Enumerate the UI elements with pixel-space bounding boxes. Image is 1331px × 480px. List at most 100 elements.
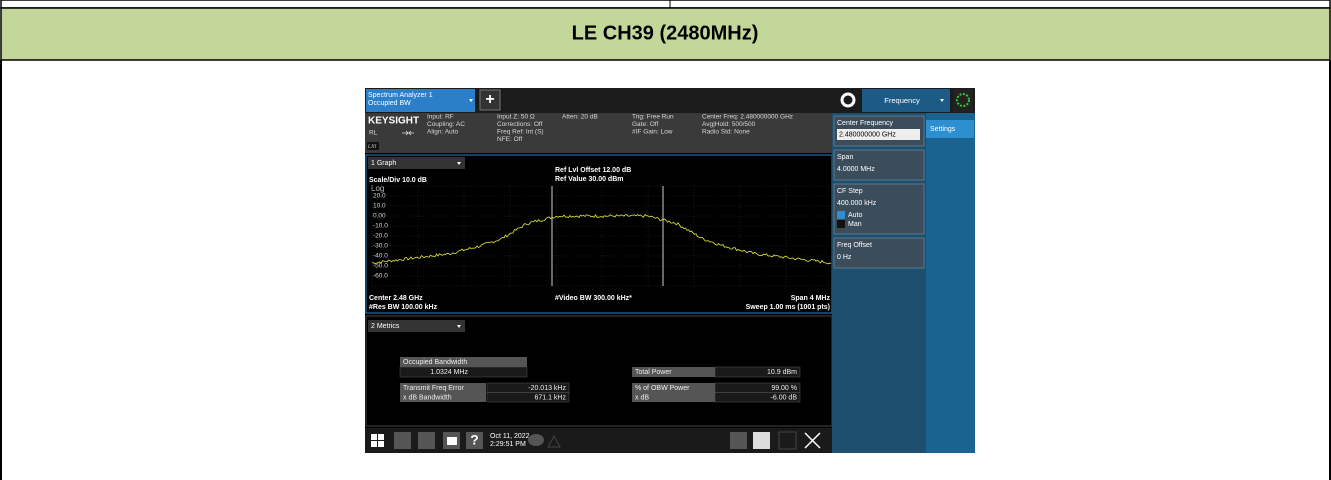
- log-label: Log: [371, 184, 384, 193]
- vbw-label: #Video BW 300.00 kHz*: [555, 295, 632, 302]
- status-text: Avg|Hold: 500/500: [702, 121, 756, 128]
- metrics-selector[interactable]: [368, 320, 465, 332]
- status-icon: [956, 93, 970, 107]
- status-icon-box: [953, 89, 973, 112]
- keypad-button[interactable]: [730, 432, 747, 449]
- side-buttons: Center Frequency 2.480000000 GHz Span 4.000…: [833, 115, 925, 269]
- graph-selector[interactable]: [368, 157, 465, 169]
- win-icon: [378, 434, 384, 440]
- menu-dropdown: [940, 99, 944, 102]
- graph-window: [365, 154, 833, 314]
- y-label: 0.00: [373, 213, 386, 220]
- metrics-rows: Transmit Freq Error -20.013 kHz x dB Bandw…: [400, 382, 801, 403]
- add-button-label: +: [485, 91, 494, 108]
- metric-label-box: [400, 383, 486, 393]
- warning-icon: [547, 434, 561, 448]
- metric-label: % of OBW Power: [635, 385, 690, 392]
- y-label: -20.0: [373, 233, 388, 240]
- tab-dropdown: [469, 99, 473, 102]
- option-indicator: [837, 211, 845, 219]
- status-text: Input: RF: [427, 114, 454, 121]
- status-text: Align: Auto: [427, 129, 458, 136]
- help-button[interactable]: [466, 432, 483, 449]
- softkey[interactable]: [833, 183, 925, 235]
- coupling-icon: [402, 130, 414, 136]
- status-text: Atten: 20 dB: [562, 114, 598, 121]
- header-title: LE CH39 (2480MHz): [572, 22, 759, 44]
- win-icon: [371, 441, 377, 447]
- status-text: Center Freq: 2.480000000 GHz: [702, 114, 793, 121]
- menu-button[interactable]: [862, 89, 950, 112]
- layout-button[interactable]: [778, 431, 797, 450]
- option-label: Man: [848, 221, 862, 228]
- lxi-box: [367, 142, 379, 150]
- logo: KEYSIGHT: [368, 116, 419, 127]
- status-text: Trig: Free Run: [632, 114, 674, 121]
- lxi-label: LXI: [368, 144, 377, 150]
- softkey-value: 4.0000 MHz: [837, 166, 875, 173]
- softkey-value: 2.480000000 GHz: [839, 131, 896, 138]
- center-label: Center 2.48 GHz: [369, 295, 423, 302]
- fullscreen-button[interactable]: [804, 432, 821, 449]
- status-text: Gate: Off: [632, 121, 658, 128]
- side-tab-column: [926, 113, 975, 453]
- softkey[interactable]: [833, 149, 925, 181]
- rbw-label: #Res BW 100.00 kHz: [369, 304, 438, 311]
- metric-label: x dB Bandwidth: [403, 394, 452, 401]
- chat-icon[interactable]: [528, 434, 544, 446]
- sweep-label: Sweep 1.00 ms (1001 pts): [746, 304, 830, 311]
- status-text: Freq Ref: Int (S): [497, 129, 544, 136]
- softkey-value: 0 Hz: [837, 254, 852, 261]
- metric-value-box: [486, 392, 570, 403]
- softkey[interactable]: [833, 237, 925, 269]
- span-label: Span 4 MHz: [791, 295, 831, 302]
- metric-value-box: [714, 392, 801, 403]
- menu-label: Frequency: [884, 96, 920, 105]
- ref-offset: Ref Lvl Offset 12.00 dB: [555, 167, 631, 174]
- ref-value: Ref Value 30.00 dBm: [555, 176, 623, 183]
- tab-mode: Occupied BW: [368, 100, 411, 107]
- metric-label-box: [632, 383, 715, 393]
- y-label: 10.0: [373, 203, 386, 210]
- status-text: Coupling: AC: [427, 121, 465, 128]
- option-label: Auto: [848, 212, 863, 219]
- gear-icon[interactable]: [840, 92, 856, 108]
- metrics-dropdown: [457, 325, 461, 328]
- metric-label: x dB: [635, 394, 649, 401]
- top-row: [0, 0, 1331, 9]
- softkey-field: [837, 129, 920, 140]
- touch-button[interactable]: [753, 432, 770, 449]
- metric-value: 671.1 kHz: [534, 394, 566, 401]
- total-value: 10.9 dBm: [767, 369, 797, 376]
- time: 2:29:51 PM: [490, 441, 526, 448]
- header-band: [0, 7, 1331, 61]
- win-icon: [378, 441, 384, 447]
- graph-selector-label: 1 Graph: [371, 160, 396, 167]
- softkey-value: 400.000 kHz: [837, 200, 877, 207]
- redo-button[interactable]: [418, 432, 435, 449]
- app-tab[interactable]: [366, 89, 475, 112]
- rl-label: RL: [369, 130, 378, 137]
- metric-value: -6.00 dB: [771, 394, 798, 401]
- obw-label-box: [400, 357, 527, 367]
- spectrum-trace: [371, 213, 832, 265]
- undo-button[interactable]: [394, 432, 411, 449]
- metric-label-box: [632, 392, 715, 402]
- status-text: Corrections: Off: [497, 121, 543, 128]
- total-label-box: [632, 367, 715, 377]
- win-icon[interactable]: [371, 434, 377, 440]
- status-text: Radio Std: None: [702, 129, 750, 136]
- settings-tab[interactable]: [926, 120, 974, 138]
- status-text: #IF Gain: Low: [632, 129, 673, 136]
- y-label: -50.0: [373, 263, 388, 270]
- date: Oct 11, 2022: [490, 433, 530, 440]
- status-bar: [365, 113, 832, 153]
- option-indicator: [837, 220, 845, 228]
- y-label: 20.0: [373, 193, 386, 200]
- total-value-box: [714, 366, 801, 378]
- softkey-label: Center Frequency: [837, 120, 894, 127]
- folder-icon: [447, 437, 457, 445]
- add-button[interactable]: [479, 89, 501, 111]
